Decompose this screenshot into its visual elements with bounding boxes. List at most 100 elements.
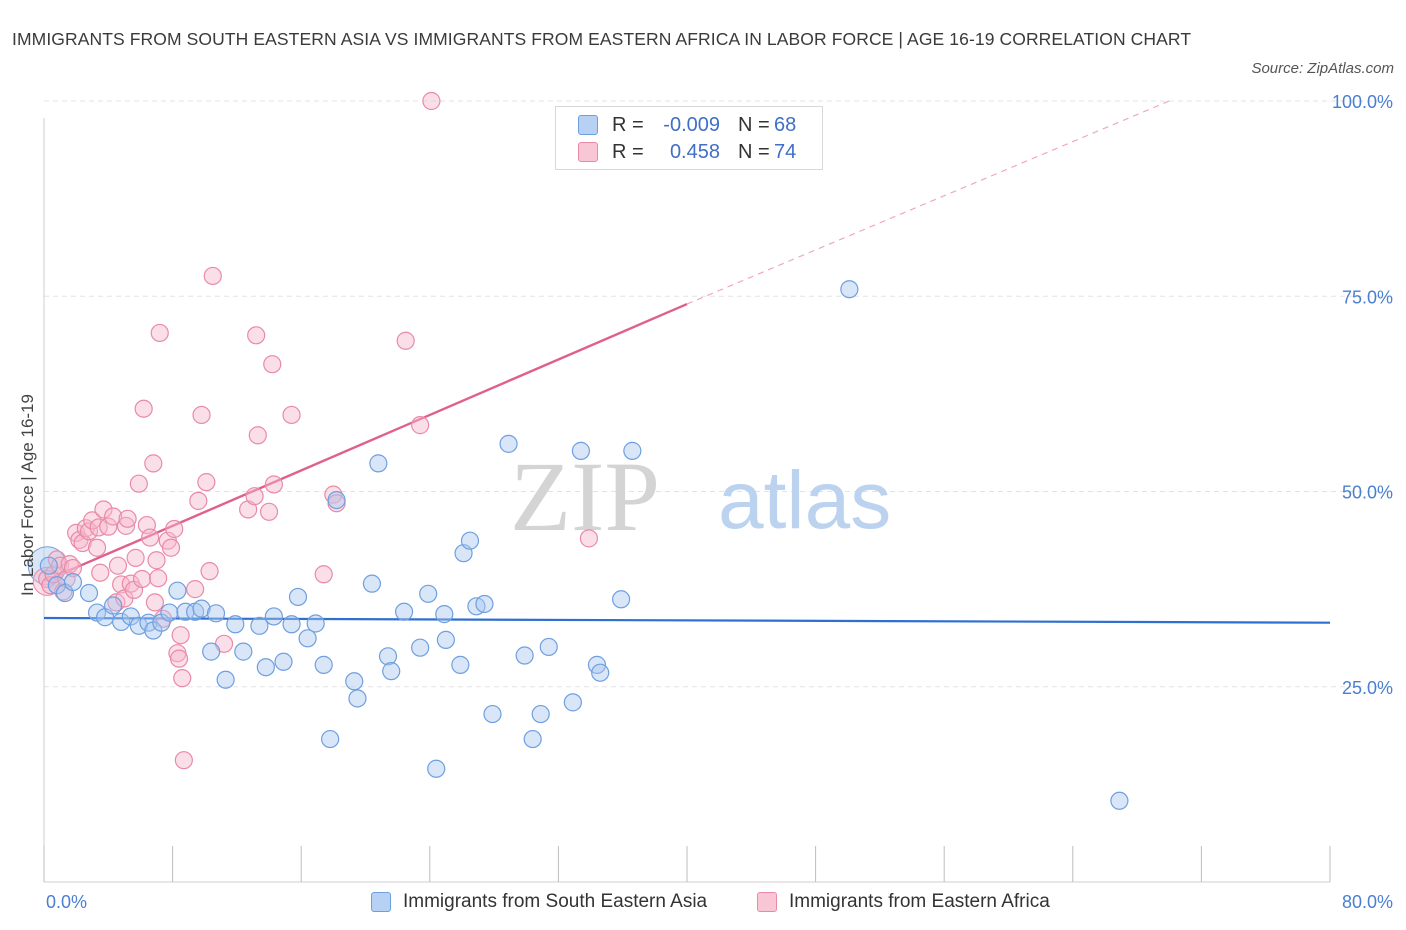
point-south-eastern-asia [427, 759, 446, 778]
source-label: Source: ZipAtlas.com [1251, 60, 1394, 77]
stats-legend: R = -0.009 N = 68 R = 0.458 N = 74 [555, 106, 823, 170]
point-south-eastern-asia [451, 655, 470, 674]
y-tick-label: 50.0% [1342, 483, 1393, 503]
point-eastern-africa [108, 556, 128, 575]
blue-legend-swatch [371, 892, 391, 912]
point-south-eastern-asia [282, 615, 301, 634]
point-eastern-africa [150, 323, 169, 343]
point-eastern-africa [173, 669, 192, 688]
point-south-eastern-asia [1110, 791, 1129, 810]
point-south-eastern-asia [216, 670, 235, 689]
point-south-eastern-asia [256, 658, 275, 677]
point-south-eastern-asia [234, 642, 253, 661]
point-south-eastern-asia [112, 612, 131, 632]
point-south-eastern-asia [531, 704, 550, 724]
blue-swatch [578, 115, 598, 135]
point-eastern-africa [171, 626, 190, 645]
point-south-eastern-asia [419, 584, 438, 603]
y-axis-label: In Labor Force | Age 16-19 [18, 394, 37, 596]
point-south-eastern-asia [591, 663, 610, 682]
r-label: R = [612, 113, 644, 136]
point-eastern-africa [129, 474, 148, 493]
point-eastern-africa [118, 509, 137, 528]
point-south-eastern-asia [369, 454, 388, 473]
point-south-eastern-asia [206, 604, 226, 623]
point-south-eastern-asia [483, 704, 502, 724]
point-eastern-africa [79, 522, 99, 541]
point-eastern-africa [149, 569, 168, 588]
point-south-eastern-asia [411, 638, 430, 657]
point-eastern-africa [264, 475, 283, 494]
point-south-eastern-asia [435, 605, 454, 624]
point-south-eastern-asia [321, 729, 340, 749]
point-eastern-africa [63, 558, 83, 578]
point-south-eastern-asia [515, 646, 534, 665]
point-south-eastern-asia [63, 572, 83, 592]
n-value: 74 [774, 140, 797, 163]
point-south-eastern-asia [288, 587, 308, 607]
point-south-eastern-asia [499, 434, 518, 453]
tick-labels: 25.0% 50.0% 75.0% 100.0% 0.0% 80.0% [46, 92, 1393, 912]
y-tick-label: 25.0% [1342, 678, 1393, 698]
point-eastern-africa [145, 593, 165, 612]
legend-item-south-eastern-asia: Immigrants from South Eastern Asia [371, 889, 707, 915]
point-south-eastern-asia [160, 603, 179, 622]
point-eastern-africa [411, 416, 430, 435]
pink-legend-swatch [757, 892, 777, 912]
point-eastern-africa [161, 538, 181, 557]
y-tick-label: 75.0% [1342, 287, 1393, 307]
point-south-eastern-asia [345, 672, 364, 691]
point-eastern-africa [104, 507, 123, 526]
point-south-eastern-asia [378, 647, 398, 666]
point-eastern-africa [165, 519, 184, 539]
point-south-eastern-asia [298, 629, 317, 648]
point-south-eastern-asia [250, 616, 269, 635]
point-eastern-africa [134, 399, 153, 418]
point-eastern-africa [83, 511, 102, 530]
legend-label: Immigrants from Eastern Africa [789, 891, 1050, 912]
point-eastern-africa [147, 551, 166, 570]
point-eastern-africa [192, 405, 211, 425]
point-eastern-africa [579, 529, 599, 548]
point-south-eastern-asia [475, 594, 494, 614]
point-eastern-africa [89, 518, 108, 537]
point-eastern-africa [189, 491, 208, 510]
pink-swatch [578, 142, 598, 162]
point-south-eastern-asia [571, 441, 591, 460]
trend-line-south-eastern-asia [43, 616, 1331, 624]
point-eastern-africa [314, 565, 333, 584]
n-label: N = [738, 140, 770, 163]
point-eastern-africa [282, 405, 301, 425]
point-south-eastern-asia [611, 590, 631, 609]
point-south-eastern-asia [168, 581, 187, 600]
point-south-eastern-asia [202, 642, 221, 661]
point-south-eastern-asia [382, 662, 401, 681]
point-eastern-africa [263, 355, 282, 374]
point-eastern-africa [87, 538, 107, 557]
point-south-eastern-asia [314, 655, 333, 674]
point-south-eastern-asia [563, 693, 582, 712]
point-eastern-africa [169, 649, 189, 668]
point-eastern-africa [174, 751, 193, 770]
gridlines [44, 100, 1392, 688]
point-eastern-africa [126, 548, 145, 567]
point-south-eastern-asia [348, 689, 367, 708]
axes [43, 118, 1331, 883]
point-south-eastern-asia [523, 729, 542, 749]
point-south-eastern-asia [394, 602, 414, 621]
x-tick-label-max: 80.0% [1342, 892, 1393, 912]
y-tick-label: 100.0% [1332, 92, 1393, 112]
point-eastern-africa [396, 331, 415, 350]
point-eastern-africa [94, 500, 113, 519]
point-eastern-africa [422, 91, 441, 111]
point-south-eastern-asia [274, 652, 293, 671]
point-eastern-africa [116, 516, 136, 535]
point-eastern-africa [245, 487, 264, 506]
point-eastern-africa [91, 563, 110, 582]
point-south-eastern-asia [79, 583, 99, 603]
point-eastern-africa [259, 502, 279, 521]
point-south-eastern-asia [226, 615, 245, 634]
point-south-eastern-asia [192, 599, 211, 618]
r-label: R = [612, 140, 644, 163]
